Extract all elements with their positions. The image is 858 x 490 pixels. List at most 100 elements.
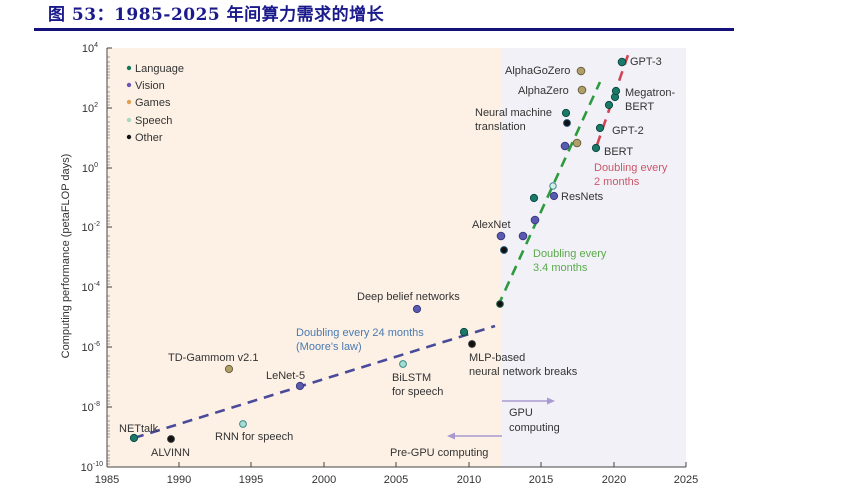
- x-tick-2020: 2020: [602, 474, 626, 486]
- point-gpt3: [617, 57, 627, 67]
- x-tick-1985: 1985: [95, 474, 119, 486]
- y-tick-1e-8: 10-8: [82, 401, 101, 414]
- gpu-region: [502, 48, 686, 467]
- point-resnets: [549, 191, 559, 201]
- label-megatron-2: BERT: [625, 101, 654, 113]
- doubling-3-4-months-trend-line: [496, 81, 602, 307]
- point-alphagozero: [576, 66, 586, 76]
- y-tick-labels: 104 102 100 10-2 10-4 10-6 10-8 10-10: [81, 42, 103, 474]
- x-tick-labels: 1985 1990 1995 2000 2005 2010 2015 2020 …: [95, 474, 698, 486]
- x-tick-2015: 2015: [529, 474, 553, 486]
- x-tick-2000: 2000: [312, 474, 336, 486]
- label-nettalk: NETtalk: [119, 423, 159, 435]
- point-nettalk: [129, 433, 139, 443]
- label-alphagozero: AlphaGoZero: [505, 65, 570, 77]
- games-dot-icon: [126, 99, 132, 105]
- point-neural-machine-translation: [561, 108, 571, 118]
- x-tick-2005: 2005: [384, 474, 408, 486]
- label-gpu-1: GPU: [509, 407, 533, 419]
- y-tick-1e0: 100: [82, 162, 98, 175]
- legend-item-vision: Vision: [126, 80, 165, 92]
- point-language-2014: [529, 193, 539, 203]
- title-divider: [34, 28, 734, 31]
- x-tick-2025: 2025: [674, 474, 698, 486]
- point-alphazero: [577, 85, 587, 95]
- point-other-2017: [563, 119, 571, 127]
- x-tick-1990: 1990: [167, 474, 191, 486]
- point-megatron-bert-b: [611, 86, 621, 96]
- arrow-left-icon: [447, 432, 455, 440]
- label-bert: BERT: [604, 146, 633, 158]
- label-alvinn: ALVINN: [151, 447, 190, 459]
- point-language-2019: [604, 100, 614, 110]
- label-pre-gpu: Pre-GPU computing: [390, 447, 488, 459]
- label-doubling-2-2: 2 months: [594, 176, 640, 188]
- moores-law-trend-line: [133, 324, 496, 440]
- y-tick-1e-6: 10-6: [82, 341, 101, 354]
- other-dot-icon: [126, 134, 132, 140]
- point-speech-2015: [549, 182, 557, 190]
- y-axis: [106, 47, 112, 467]
- point-other-2012: [496, 300, 504, 308]
- svg-text:Vision: Vision: [135, 80, 165, 92]
- label-td-gammom: TD-Gammom v2.1: [168, 352, 258, 364]
- legend: Language Vision Games Speech Other: [126, 63, 184, 144]
- speech-dot-icon: [126, 117, 132, 123]
- label-moore-2: (Moore's law): [296, 341, 362, 353]
- y-tick-1e-4: 10-4: [82, 281, 101, 294]
- pre-gpu-region: [107, 48, 502, 467]
- point-deep-belief-networks: [412, 304, 422, 314]
- point-mlp-based: [468, 340, 476, 348]
- point-vision-2016: [560, 141, 570, 151]
- legend-item-speech: Speech: [126, 115, 172, 127]
- vision-dot-icon: [126, 82, 132, 88]
- point-games-2017: [572, 138, 582, 148]
- language-dot-icon: [126, 65, 132, 71]
- y-tick-1e2: 102: [82, 102, 98, 115]
- x-axis: [106, 462, 687, 468]
- point-gpt2: [595, 123, 605, 133]
- point-td-gammom: [224, 364, 234, 374]
- label-doubling-34-1: Doubling every: [533, 248, 607, 260]
- y-axis-title: Computing performance (petaFLOP days): [60, 154, 72, 359]
- svg-text:Language: Language: [135, 63, 184, 75]
- legend-item-other: Other: [126, 132, 163, 144]
- trend-labels: Doubling every 24 months (Moore's law) D…: [296, 162, 668, 353]
- label-resnets: ResNets: [561, 191, 604, 203]
- x-tick-1995: 1995: [239, 474, 263, 486]
- arrow-right-icon: [547, 397, 555, 405]
- y-tick-1e4: 104: [82, 42, 98, 55]
- point-other-2012b: [500, 246, 508, 254]
- label-megatron-1: Megatron-: [625, 87, 675, 99]
- label-nmt-1: Neural machine: [475, 107, 552, 119]
- gpu-arrow-annotation: GPU computing: [502, 397, 560, 434]
- point-alvinn: [167, 435, 175, 443]
- y-tick-1e-2: 10-2: [82, 221, 101, 234]
- label-nmt-2: translation: [475, 121, 526, 133]
- point-vision-2014b: [530, 215, 540, 225]
- x-tick-2010: 2010: [457, 474, 481, 486]
- point-labels: NETtalk ALVINN RNN for speech TD-Gammom …: [119, 56, 675, 459]
- point-vision-2014: [518, 231, 528, 241]
- label-moore-1: Doubling every 24 months: [296, 327, 424, 339]
- label-rnn-speech: RNN for speech: [215, 431, 293, 443]
- point-alexnet: [496, 231, 506, 241]
- label-deep-belief-networks: Deep belief networks: [357, 291, 460, 303]
- legend-item-games: Games: [126, 97, 171, 109]
- figure-title: 图 53：1985-2025 年间算力需求的增长: [48, 5, 385, 25]
- label-gpt3: GPT-3: [630, 56, 662, 68]
- y-tick-1e-10: 10-10: [81, 461, 103, 474]
- label-mlp-2: neural network breaks: [469, 366, 578, 378]
- svg-text:Games: Games: [135, 97, 171, 109]
- point-lenet5: [295, 381, 305, 391]
- label-doubling-34-2: 3.4 months: [533, 262, 588, 274]
- label-bilstm-2: for speech: [392, 386, 443, 398]
- label-lenet5: LeNet-5: [266, 370, 305, 382]
- legend-item-language: Language: [126, 63, 184, 75]
- point-language-2010: [459, 327, 469, 337]
- label-gpu-2: computing: [509, 422, 560, 434]
- svg-text:Other: Other: [135, 132, 163, 144]
- point-bert: [591, 143, 601, 153]
- label-doubling-2-1: Doubling every: [594, 162, 668, 174]
